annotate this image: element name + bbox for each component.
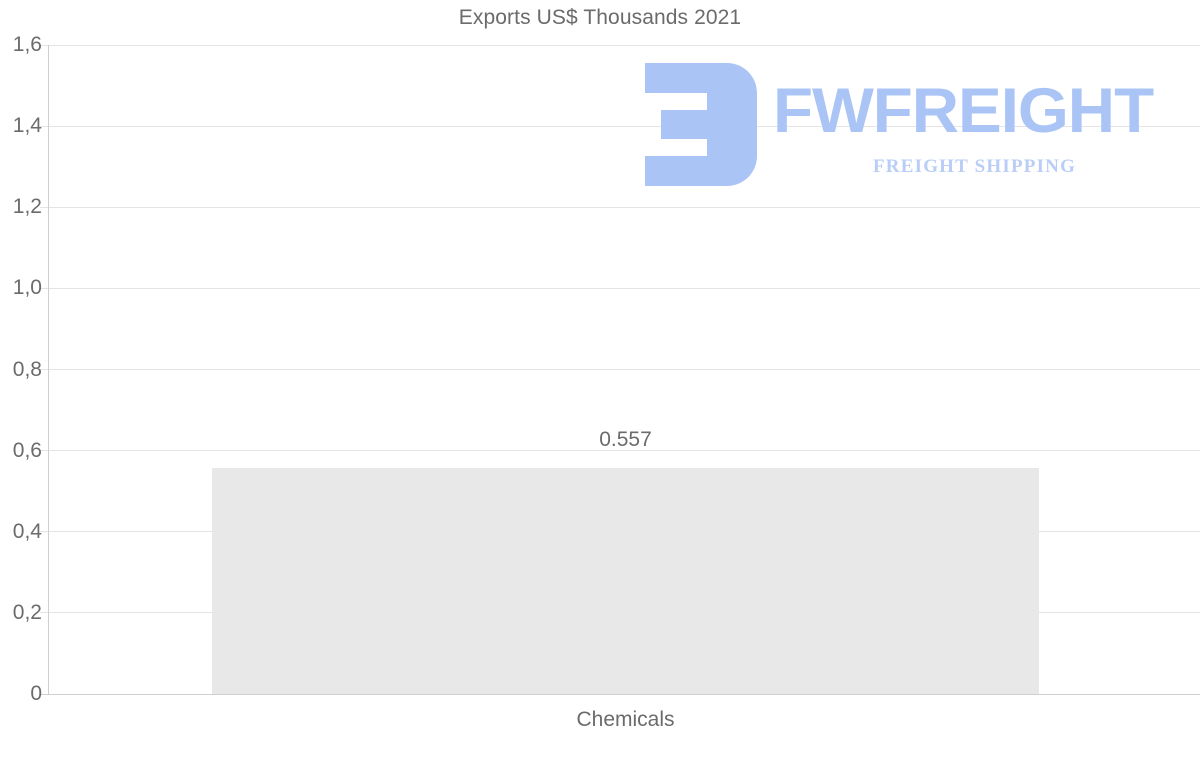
y-axis-line [48, 45, 49, 695]
bar-chemicals[interactable] [212, 468, 1039, 694]
gridline [40, 694, 1200, 695]
x-axis-tick-label-chemicals: Chemicals [576, 708, 675, 731]
chart-title: Exports US$ Thousands 2021 [458, 6, 742, 29]
y-axis-tick-label: 0,2 [12, 600, 42, 624]
gridline [40, 207, 1200, 208]
y-axis-tick-label: 1,2 [12, 195, 42, 219]
gridline [40, 288, 1200, 289]
gridline [40, 126, 1200, 127]
bar-value-label: 0.557 [599, 428, 652, 452]
gridline [40, 369, 1200, 370]
y-axis-tick-label: 1,0 [12, 276, 42, 300]
y-axis-tick-label: 1,4 [12, 114, 42, 138]
y-axis-tick-label: 0,4 [12, 519, 42, 543]
y-axis-tick-label: 0,8 [12, 357, 42, 381]
y-axis-tick-label: 1,6 [12, 33, 42, 56]
gridline [40, 45, 1200, 46]
y-axis-tick-label: 0 [30, 682, 42, 705]
gridline [40, 450, 1200, 451]
y-axis-tick-label: 0,6 [12, 438, 42, 462]
